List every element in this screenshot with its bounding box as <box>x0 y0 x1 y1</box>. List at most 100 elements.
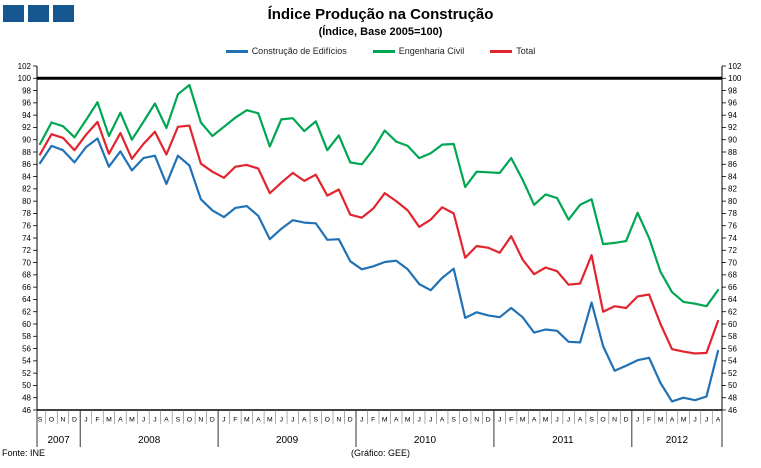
y-axis-label-right: 100 <box>728 74 742 83</box>
y-axis-label-right: 78 <box>728 209 737 218</box>
x-month-label: A <box>164 417 169 424</box>
x-month-label: A <box>256 417 261 424</box>
x-year-label: 2007 <box>47 435 70 446</box>
legend-item: Engenharia Civil <box>372 46 465 56</box>
y-axis-label-left: 76 <box>22 222 31 231</box>
y-axis-label-left: 54 <box>22 357 31 366</box>
y-axis-label-left: 72 <box>22 246 31 255</box>
y-axis-label-left: 98 <box>22 86 31 95</box>
y-axis-label-left: 78 <box>22 209 31 218</box>
x-month-label: M <box>520 417 526 424</box>
y-axis-label-right: 66 <box>728 283 737 292</box>
y-axis-label-right: 90 <box>728 136 737 145</box>
x-month-label: O <box>49 417 54 424</box>
x-month-label: J <box>705 417 708 424</box>
x-month-label: J <box>567 417 570 424</box>
x-month-label: N <box>198 417 203 424</box>
x-year-label: 2012 <box>666 435 689 446</box>
x-month-label: A <box>302 417 307 424</box>
x-month-label: J <box>142 417 145 424</box>
y-axis-label-right: 48 <box>728 394 737 403</box>
x-month-label: D <box>72 417 77 424</box>
y-axis-label-right: 68 <box>728 271 737 280</box>
y-axis-label-right: 60 <box>728 320 737 329</box>
x-month-label: N <box>474 417 479 424</box>
x-month-label: D <box>210 417 215 424</box>
x-month-label: M <box>382 417 388 424</box>
x-month-label: J <box>291 417 294 424</box>
y-axis-label-left: 90 <box>22 136 31 145</box>
x-month-label: J <box>418 417 421 424</box>
y-axis-label-left: 84 <box>22 172 31 181</box>
y-axis-label-left: 102 <box>18 62 32 71</box>
y-axis-label-left: 96 <box>22 99 31 108</box>
y-axis-label-left: 92 <box>22 123 31 132</box>
y-axis-label-right: 62 <box>728 308 737 317</box>
x-month-label: A <box>670 417 675 424</box>
x-month-label: J <box>555 417 558 424</box>
x-month-label: S <box>451 417 456 424</box>
legend-line-swatch <box>225 49 248 53</box>
x-month-label: J <box>429 417 432 424</box>
logo-squares <box>3 5 74 22</box>
y-axis-label-left: 56 <box>22 344 31 353</box>
y-axis-label-left: 64 <box>22 295 31 304</box>
y-axis-label-left: 70 <box>22 258 31 267</box>
x-month-label: J <box>498 417 501 424</box>
logo-square <box>53 5 74 22</box>
legend-item: Construção de Edifícios <box>225 46 347 56</box>
y-axis-label-right: 70 <box>728 258 737 267</box>
x-month-label: N <box>61 417 66 424</box>
y-axis-label-right: 96 <box>728 99 737 108</box>
x-month-label: D <box>348 417 353 424</box>
x-month-label: M <box>543 417 549 424</box>
x-month-label: O <box>187 417 192 424</box>
chart-title: Índice Produção na Construção <box>267 6 494 23</box>
x-month-label: J <box>280 417 283 424</box>
y-axis-label-left: 94 <box>22 111 31 120</box>
legend: Construção de Edifícios Engenharia Civil T… <box>0 46 761 56</box>
y-axis-label-right: 76 <box>728 222 737 231</box>
x-month-label: J <box>693 417 696 424</box>
x-month-label: S <box>176 417 181 424</box>
series-line <box>38 137 720 403</box>
y-axis-label-right: 64 <box>728 295 737 304</box>
x-month-label: M <box>658 417 664 424</box>
x-month-label: J <box>636 417 639 424</box>
x-month-label: D <box>624 417 629 424</box>
series-line <box>38 83 720 308</box>
y-axis-label-left: 58 <box>22 332 31 341</box>
x-month-label: F <box>647 417 651 424</box>
credit-note: (Gráfico: GEE) <box>350 448 410 458</box>
y-axis-label-right: 74 <box>728 234 737 243</box>
legend-label: Engenharia Civil <box>398 46 465 56</box>
y-axis-label-right: 82 <box>728 185 737 194</box>
x-month-label: M <box>244 417 250 424</box>
x-month-label: A <box>440 417 445 424</box>
y-axis-label-left: 80 <box>22 197 31 206</box>
y-axis-label-left: 52 <box>22 369 31 378</box>
y-axis-label-left: 46 <box>22 406 31 415</box>
y-axis-label-left: 48 <box>22 394 31 403</box>
source-note: Fonte: INE <box>2 448 46 458</box>
x-month-label: S <box>314 417 319 424</box>
y-axis-label-left: 74 <box>22 234 31 243</box>
x-month-label: M <box>405 417 411 424</box>
x-month-label: A <box>394 417 399 424</box>
y-axis-label-left: 82 <box>22 185 31 194</box>
x-month-label: F <box>95 417 99 424</box>
x-month-label: O <box>325 417 330 424</box>
y-axis-label-right: 102 <box>728 62 742 71</box>
x-year-label: 2009 <box>276 435 299 446</box>
y-axis-label-right: 50 <box>728 381 737 390</box>
x-month-label: J <box>360 417 363 424</box>
legend-line-swatch <box>490 49 513 53</box>
x-month-label: S <box>589 417 594 424</box>
y-axis-label-left: 60 <box>22 320 31 329</box>
y-axis-label-left: 62 <box>22 308 31 317</box>
x-month-label: A <box>578 417 583 424</box>
x-month-label: M <box>267 417 273 424</box>
legend-line-swatch <box>372 49 395 53</box>
x-month-label: F <box>509 417 513 424</box>
